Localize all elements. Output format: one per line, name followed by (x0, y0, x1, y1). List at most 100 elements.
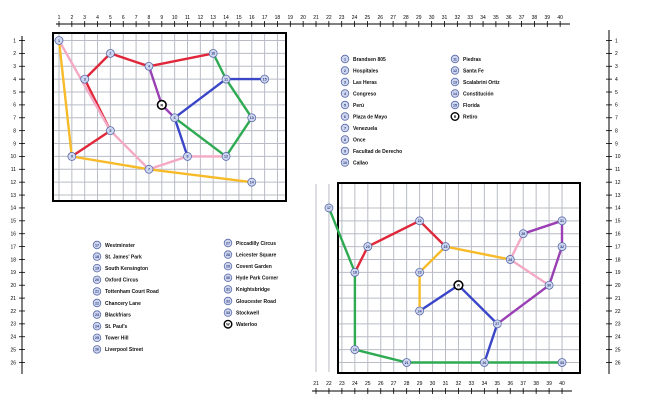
station-number: 10 (211, 52, 215, 56)
right-axis-label: 7 (615, 116, 618, 122)
legend-marker (223, 319, 233, 329)
legend-number: 9 (344, 149, 346, 153)
left-axis-label: 5 (13, 90, 16, 96)
legend-item: 27 Piccadilly Circus (223, 238, 276, 248)
bottom-axis-label: 25 (365, 381, 371, 387)
station-number: 17 (327, 206, 331, 210)
legend-name: Chancery Lane (105, 301, 141, 307)
top-axis-label: 20 (300, 15, 306, 21)
legend-number: 31 (226, 288, 230, 292)
station-number: 15 (263, 77, 267, 81)
right-axis-label: 24 (615, 335, 621, 341)
top-axis-label: 34 (480, 15, 486, 21)
station-15: 15 (260, 74, 270, 84)
legend-item: 23 Blackfriars (92, 310, 131, 319)
legend-item: 28 Leicester Square (223, 250, 277, 259)
legend-marker (450, 54, 460, 64)
station-6: 6 (170, 113, 180, 123)
legend-name: Venezuela (353, 126, 377, 132)
legend-name: Florida (463, 103, 480, 109)
left-axis-label: 1 (13, 38, 16, 44)
station-number: 7 (148, 168, 150, 172)
legend-item: 1 Brandsen 805 (340, 54, 386, 64)
station-22: 22 (415, 216, 425, 226)
station-marker (415, 216, 425, 226)
legend-name: Plaza de Mayo (353, 114, 387, 120)
legend-name: Constitución (463, 91, 494, 97)
legend-number: 24 (95, 325, 99, 329)
station-20: 20 (363, 242, 373, 251)
right-axis-label: 25 (615, 347, 621, 353)
legend-name: Piccadilly Circus (236, 241, 276, 247)
legend-marker (92, 287, 102, 296)
bottom-axis-label: 37 (520, 381, 526, 387)
legend-marker (223, 250, 233, 259)
station-number: 29 (521, 232, 525, 236)
legend-name: Brandsen 805 (353, 57, 386, 63)
legend-item: 9 Facultad de Derecho (340, 146, 402, 156)
right-axis-label: 18 (615, 257, 621, 263)
legend-number: 4 (344, 92, 346, 96)
station-28: 28 (505, 255, 515, 264)
station-number: 13 (250, 116, 254, 120)
station-number: 31 (560, 219, 564, 223)
top-axis-label: 13 (210, 15, 216, 21)
station-12: 12 (221, 152, 231, 161)
legend-item: 19 South Kensington (92, 264, 148, 273)
station-18: 18 (350, 267, 360, 277)
legend-name: Tower Hill (105, 336, 129, 342)
legend-number: W (226, 323, 230, 327)
station-marker (54, 36, 64, 45)
legend-name: St. Paul's (105, 324, 128, 330)
right-axis-label: 14 (615, 206, 621, 212)
bottom-axis-label: 22 (326, 381, 332, 387)
top-axis-label: 5 (109, 15, 112, 21)
right-axis-label: 3 (615, 64, 618, 70)
legend-number: R (454, 115, 457, 119)
station-1: 1 (54, 36, 64, 45)
top-axis-label: 39 (545, 15, 551, 21)
station-number: 14 (250, 180, 254, 184)
legend-name: Las Heras (353, 80, 377, 86)
bottom-axis-label: 40 (559, 381, 565, 387)
right-axis-label: 21 (615, 296, 621, 302)
left-axis-label: 6 (13, 103, 16, 109)
top-axis-label: 38 (532, 15, 538, 21)
station-marker (415, 306, 425, 316)
top-axis-label: 30 (429, 15, 435, 21)
legend-marker (340, 89, 350, 98)
legend-name: Blackfriars (105, 312, 131, 318)
bottom-axis-label: 21 (313, 381, 319, 387)
legend-marker (223, 262, 233, 271)
legend-marker (92, 298, 102, 308)
top-axis-label: 26 (377, 15, 383, 21)
bottom-axis-label: 29 (417, 381, 423, 387)
legend-item: 12 Santa Fe (450, 66, 484, 75)
station-29: 29 (518, 229, 528, 239)
station-marker (441, 242, 450, 251)
legend-number: 33 (226, 311, 230, 315)
station-17: 17 (324, 203, 334, 213)
map-b: 17 18 19 20 21 22 23 24 25 26 27 28 29 30 31 32 33 W (315, 182, 581, 374)
legend-number: 12 (453, 69, 457, 73)
bottom-axis-label: 28 (404, 381, 410, 387)
top-axis-label: 15 (236, 15, 242, 21)
top-axis-label: 37 (519, 15, 525, 21)
legend-item: W Waterloo (223, 319, 257, 329)
left-axis-label: 12 (10, 180, 16, 186)
top-axis-label: 3 (83, 15, 86, 21)
station-9: 9 (67, 152, 77, 161)
station-number: 2 (109, 52, 111, 56)
station-number: 23 (418, 271, 422, 275)
right-axis-label: 20 (615, 283, 621, 289)
legend-marker (92, 264, 102, 273)
right-axis-label: 23 (615, 322, 621, 328)
legend-marker (340, 100, 350, 110)
legend-number: 10 (343, 161, 347, 165)
right-axis-label: 19 (615, 270, 621, 276)
map-frame (337, 182, 581, 374)
legend-item: 31 Knightsbridge (223, 285, 270, 294)
top-axis-label: 9 (160, 15, 163, 21)
bottom-axis-label: 23 (339, 381, 345, 387)
